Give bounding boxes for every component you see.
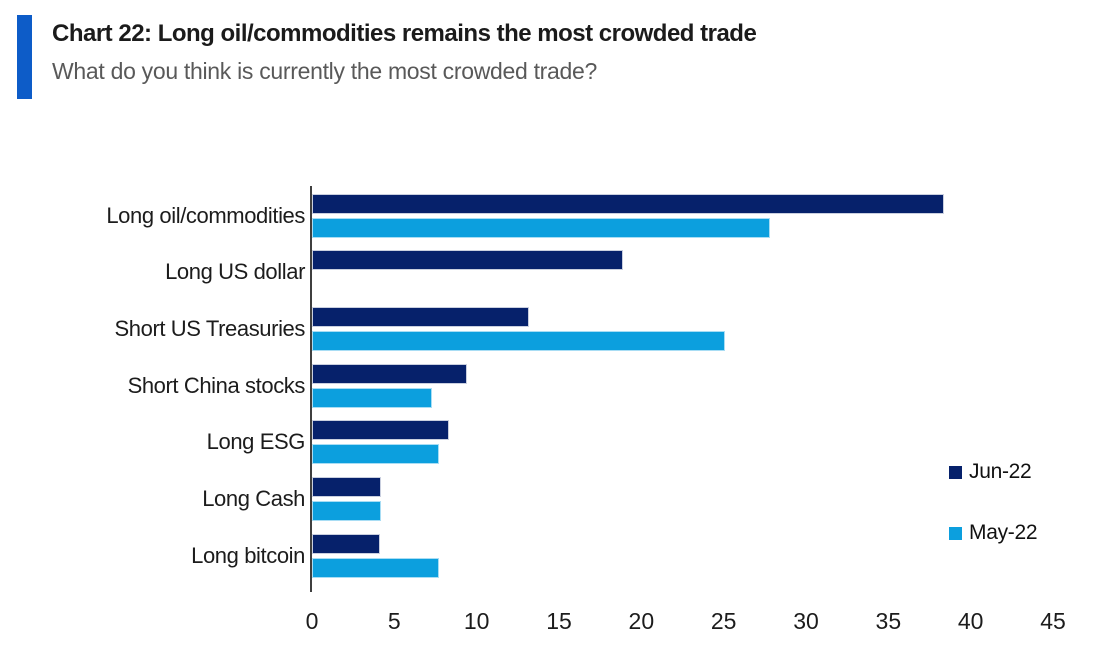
legend-swatch-may-22 bbox=[949, 526, 962, 540]
category-label-long-cash: Long Cash bbox=[202, 485, 305, 511]
category-label-long-bitcoin: Long bitcoin bbox=[191, 542, 305, 568]
bar-jun-22-long-bitcoin bbox=[312, 533, 380, 554]
bar-may-22-short-china-stocks bbox=[312, 387, 433, 408]
bar-jun-22-long-esg bbox=[312, 420, 449, 441]
category-label-long-oil-commodities: Long oil/commodities bbox=[106, 202, 305, 228]
x-axis-tick-0: 0 bbox=[305, 608, 319, 634]
x-axis-tick-10: 10 bbox=[463, 608, 490, 634]
bar-may-22-short-us-treasuries bbox=[312, 330, 726, 351]
bar-jun-22-long-oil-commodities bbox=[312, 193, 945, 214]
legend-item-jun-22: Jun-22 bbox=[949, 460, 1032, 483]
x-axis-tick-25: 25 bbox=[710, 608, 737, 634]
x-axis-tick-5: 5 bbox=[387, 608, 401, 634]
x-axis-tick-30: 30 bbox=[793, 608, 819, 634]
x-axis-tick-40: 40 bbox=[957, 608, 984, 634]
bar-jun-22-short-us-treasuries bbox=[312, 306, 530, 327]
legend-item-may-22: May-22 bbox=[949, 521, 1038, 544]
legend-swatch-jun-22 bbox=[949, 465, 962, 479]
y-axis-line bbox=[310, 186, 312, 592]
category-label-short-china-stocks: Short China stocks bbox=[127, 372, 306, 398]
bar-jun-22-long-cash bbox=[312, 476, 382, 497]
bar-jun-22-short-china-stocks bbox=[312, 363, 467, 384]
bar-jun-22-long-us-dollar bbox=[312, 250, 624, 271]
category-label-short-us-treasuries: Short US Treasuries bbox=[114, 315, 306, 341]
legend-label-may-22: May-22 bbox=[969, 521, 1038, 544]
bar-may-22-long-oil-commodities bbox=[312, 217, 770, 238]
bar-may-22-long-bitcoin bbox=[312, 557, 439, 578]
x-axis-tick-45: 45 bbox=[1040, 608, 1066, 634]
x-axis-tick-35: 35 bbox=[875, 608, 902, 634]
x-axis-tick-20: 20 bbox=[628, 608, 655, 634]
bar-may-22-long-cash bbox=[312, 500, 382, 521]
chart-subtitle: What do you think is currently the most … bbox=[52, 58, 598, 84]
chart-title: Chart 22: Long oil/commodities remains t… bbox=[52, 20, 757, 47]
legend-label-jun-22: Jun-22 bbox=[969, 460, 1032, 483]
category-label-long-esg: Long ESG bbox=[206, 429, 306, 455]
bar-may-22-long-esg bbox=[312, 444, 439, 465]
accent-bar bbox=[17, 15, 32, 99]
category-label-long-us-dollar: Long US dollar bbox=[165, 259, 305, 285]
x-axis-tick-15: 15 bbox=[546, 608, 572, 634]
